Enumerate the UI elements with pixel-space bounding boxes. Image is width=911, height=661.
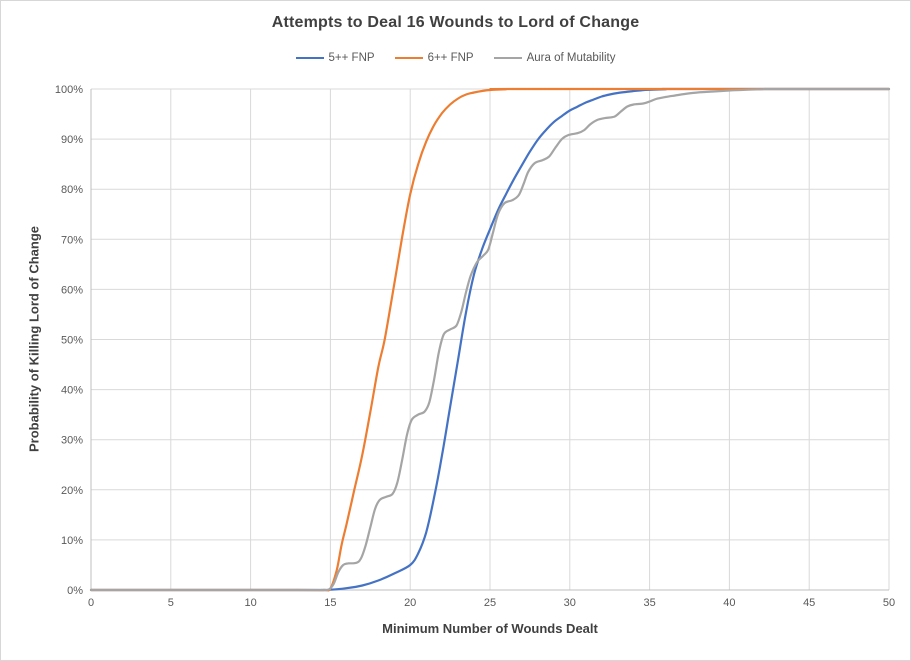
chart-title: Attempts to Deal 16 Wounds to Lord of Ch…	[271, 14, 640, 31]
x-tick-label: 30	[564, 597, 576, 609]
y-tick-label: 40%	[61, 385, 83, 397]
legend-label: 6++ FNP	[427, 52, 474, 64]
x-tick-label: 10	[244, 597, 256, 609]
y-tick-label: 70%	[61, 234, 83, 246]
x-tick-label: 0	[88, 597, 94, 609]
legend-item-5pp-fnp: 5++ FNP	[295, 52, 375, 64]
y-tick-label: 0%	[67, 585, 83, 597]
legend-item-aura-of-mutability: Aura of Mutability	[493, 52, 616, 64]
series-line-6-fnp	[89, 87, 891, 592]
y-tick-label: 100%	[55, 84, 83, 96]
y-tick-label: 60%	[61, 284, 83, 296]
x-tick-label: 50	[883, 597, 895, 609]
legend-line-swatch-gray	[493, 56, 522, 60]
legend-item-6pp-fnp: 6++ FNP	[394, 52, 474, 64]
legend-label: 5++ FNP	[328, 52, 375, 64]
legend-label: Aura of Mutability	[526, 52, 616, 64]
y-tick-label: 90%	[61, 134, 83, 146]
y-tick-label: 30%	[61, 435, 83, 447]
x-tick-label: 25	[484, 597, 496, 609]
x-tick-label: 20	[404, 597, 416, 609]
legend-line-swatch-blue	[295, 56, 324, 60]
x-tick-label: 5	[168, 597, 174, 609]
x-tick-label: 45	[803, 597, 815, 609]
x-tick-label: 35	[643, 597, 655, 609]
legend-line-swatch-orange	[394, 56, 423, 60]
y-tick-label: 10%	[61, 535, 83, 547]
series-line-aura-of-mutability	[89, 87, 891, 592]
y-axis-title: Probability of Killing Lord of Change	[26, 225, 42, 453]
y-tick-label: 80%	[61, 184, 83, 196]
x-tick-label: 40	[723, 597, 735, 609]
legend: 5++ FNP 6++ FNP Aura of Mutability	[1, 52, 910, 64]
y-tick-label: 50%	[61, 335, 83, 347]
x-axis-title: Minimum Number of Wounds Dealt	[382, 621, 598, 636]
x-tick-label: 15	[324, 597, 336, 609]
y-tick-label: 20%	[61, 485, 83, 497]
series-line-5-fnp	[89, 87, 891, 592]
